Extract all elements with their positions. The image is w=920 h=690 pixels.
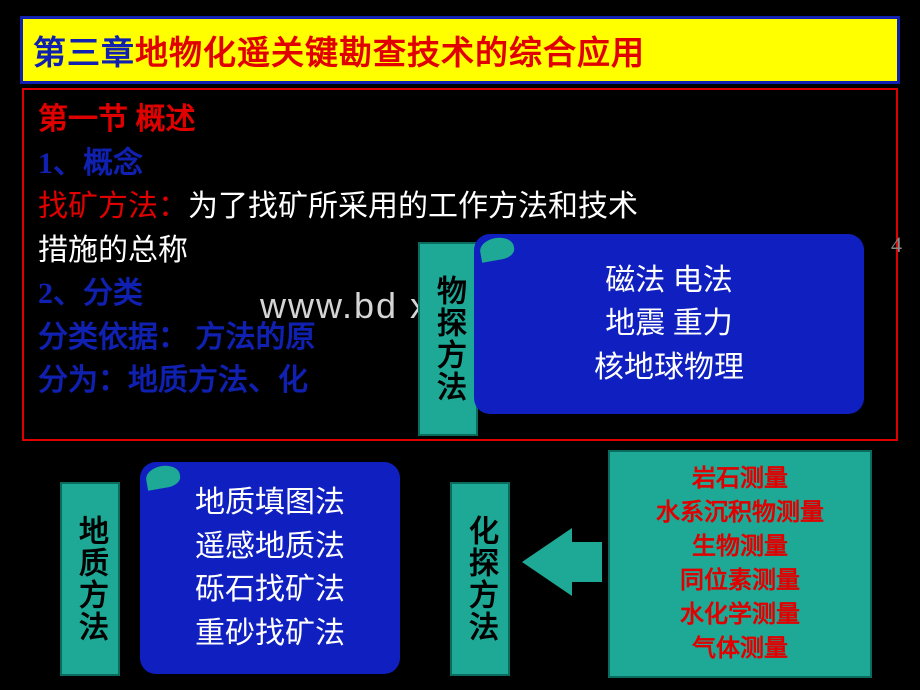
geochem-label: 化探方法 <box>450 482 510 676</box>
def1: 为了找矿所采用的工作方法和技术 <box>188 190 638 223</box>
geochem-l2: 水系沉积物测量 <box>656 496 824 530</box>
geochem-l5: 水化学测量 <box>680 598 800 632</box>
geochem-l1: 岩石测量 <box>692 462 788 496</box>
geochem-l6: 气体测量 <box>692 632 788 666</box>
geophysics-l3: 核地球物理 <box>594 346 744 390</box>
geophysics-l2: 地震 重力 <box>605 302 733 346</box>
geology-label: 地质方法 <box>60 482 120 676</box>
chapter-title-bar: 第三章 地物化遥关键勘查技术的综合应用 <box>20 16 900 84</box>
arrow-icon <box>522 528 572 596</box>
chapter-subtitle: 地物化遥关键勘查技术的综合应用 <box>135 26 645 74</box>
geochem-l3: 生物测量 <box>692 530 788 564</box>
chapter-number: 第三章 <box>33 26 135 74</box>
geophysics-label: 物探方法 <box>418 242 478 436</box>
geology-box: 地质填图法 遥感地质法 砾石找矿法 重砂找矿法 <box>140 462 400 674</box>
geochem-panel: 岩石测量 水系沉积物测量 生物测量 同位素测量 水化学测量 气体测量 <box>608 450 872 678</box>
decor-1: 4 <box>891 232 902 258</box>
geochem-l4: 同位素测量 <box>680 564 800 598</box>
geology-l2: 遥感地质法 <box>195 525 345 569</box>
term: 找矿方法： <box>38 190 188 223</box>
geology-l1: 地质填图法 <box>195 481 345 525</box>
geology-l3: 砾石找矿法 <box>195 568 345 612</box>
geophysics-l1: 磁法 电法 <box>605 259 733 303</box>
point-1: 1、概念 <box>38 142 882 186</box>
geophysics-box: 磁法 电法 地震 重力 核地球物理 <box>474 234 864 414</box>
section-title: 第一节 概述 <box>38 98 882 142</box>
definition-line-1: 找矿方法：为了找矿所采用的工作方法和技术 <box>38 185 882 229</box>
geology-l4: 重砂找矿法 <box>195 612 345 656</box>
